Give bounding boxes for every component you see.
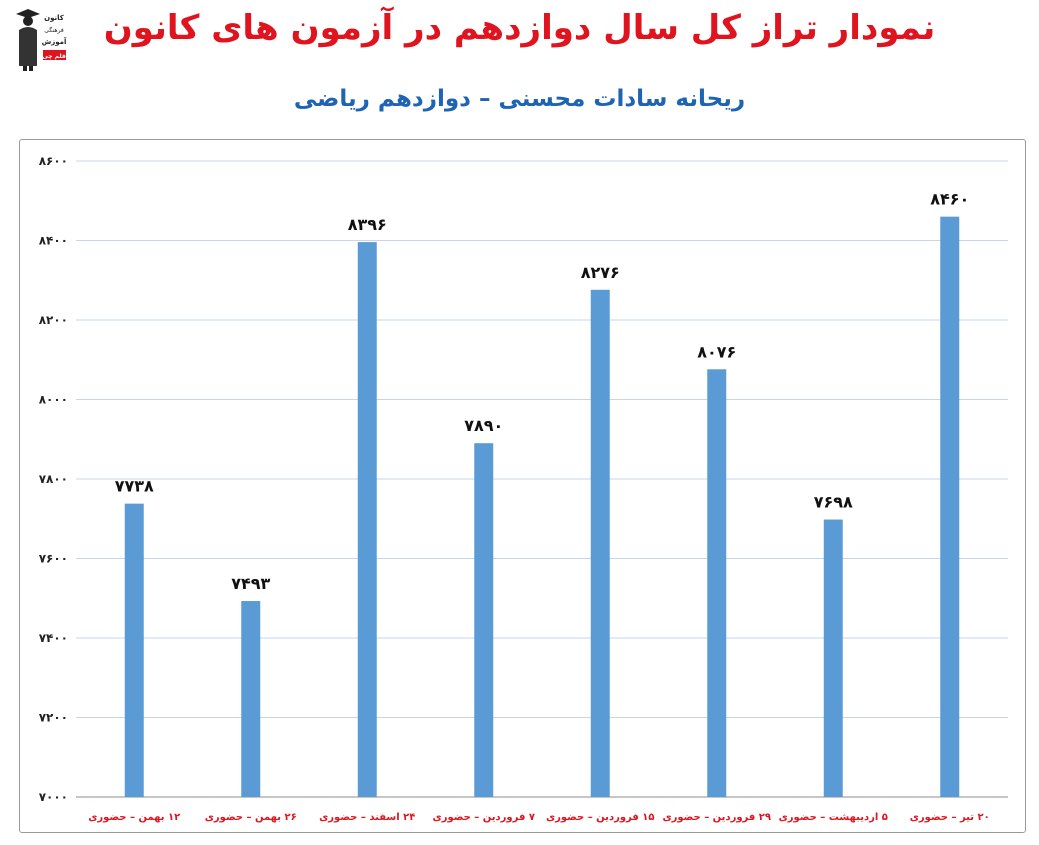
- data-label: ۷۴۹۳: [231, 574, 270, 593]
- bar: [590, 289, 610, 797]
- kanoon-logo: کانون فرهنگی آموزش قلم چی: [16, 9, 67, 71]
- y-tick-label: ۸۲۰۰: [39, 313, 68, 327]
- chart-area: ۷۰۰۰ ۷۲۰۰ ۷۴۰۰ ۷۶۰۰ ۷۸۰۰ ۸۰۰۰ ۸۲۰۰ ۸۴۰۰ ۸۶۰۰ ۷۷۳۸…: [19, 139, 1026, 833]
- graduate-figure-icon: [16, 9, 40, 71]
- y-tick-label: ۸۰۰۰: [39, 393, 68, 407]
- bar: [241, 601, 261, 797]
- x-tick-label: ۲۶ بهمن – حضوری: [205, 812, 297, 823]
- chart-title: نمودار تراز کل سال دوازدهم در آزمون های …: [103, 8, 936, 48]
- logo-line: آموزش: [42, 37, 67, 46]
- bar: [707, 369, 727, 797]
- data-label: ۸۴۶۰: [930, 190, 969, 209]
- logo-line: فرهنگی: [44, 26, 64, 34]
- y-tick-label: ۷۴۰۰: [39, 631, 68, 645]
- x-tick-label: ۵ اردیبهشت – حضوری: [779, 812, 888, 823]
- x-tick-label: ۲۹ فروردین – حضوری: [662, 812, 771, 823]
- bar: [357, 242, 377, 798]
- logo-line: قلم چی: [42, 53, 66, 60]
- y-tick-label: ۷۸۰۰: [39, 472, 68, 486]
- bar: [823, 519, 843, 797]
- x-tick-label: ۲۴ اسفند – حضوری: [319, 812, 415, 823]
- y-tick-label: ۷۶۰۰: [39, 552, 68, 566]
- x-tick-label: ۲۰ تیر – حضوری: [910, 812, 990, 823]
- chart-subtitle: ریحانه سادات محسنی – دوازدهم ریاضی: [293, 86, 746, 112]
- data-label: ۷۸۹۰: [464, 416, 503, 435]
- bar: [474, 443, 494, 797]
- x-tick-label: ۱۵ فروردین – حضوری: [546, 812, 655, 823]
- data-label: ۷۷۳۸: [115, 477, 154, 496]
- x-tick-label: ۷ فروردین – حضوری: [433, 812, 535, 823]
- y-tick-label: ۷۲۰۰: [39, 711, 68, 725]
- x-tick-label: ۱۲ بهمن – حضوری: [88, 812, 180, 823]
- bar-chart: ۷۰۰۰ ۷۲۰۰ ۷۴۰۰ ۷۶۰۰ ۷۸۰۰ ۸۰۰۰ ۸۲۰۰ ۸۴۰۰ ۸۶۰۰ ۷۷۳۸…: [39, 154, 1008, 823]
- data-label: ۸۰۷۶: [697, 342, 736, 361]
- y-tick-label: ۸۴۰۰: [39, 234, 68, 248]
- data-label: ۸۲۷۶: [581, 263, 620, 282]
- data-label: ۷۶۹۸: [814, 493, 853, 512]
- y-tick-label: ۸۶۰۰: [39, 154, 68, 168]
- logo-line: کانون: [44, 14, 65, 22]
- bar: [124, 503, 144, 797]
- bar: [940, 216, 960, 797]
- y-tick-label: ۷۰۰۰: [39, 790, 68, 804]
- data-label: ۸۳۹۶: [348, 215, 387, 234]
